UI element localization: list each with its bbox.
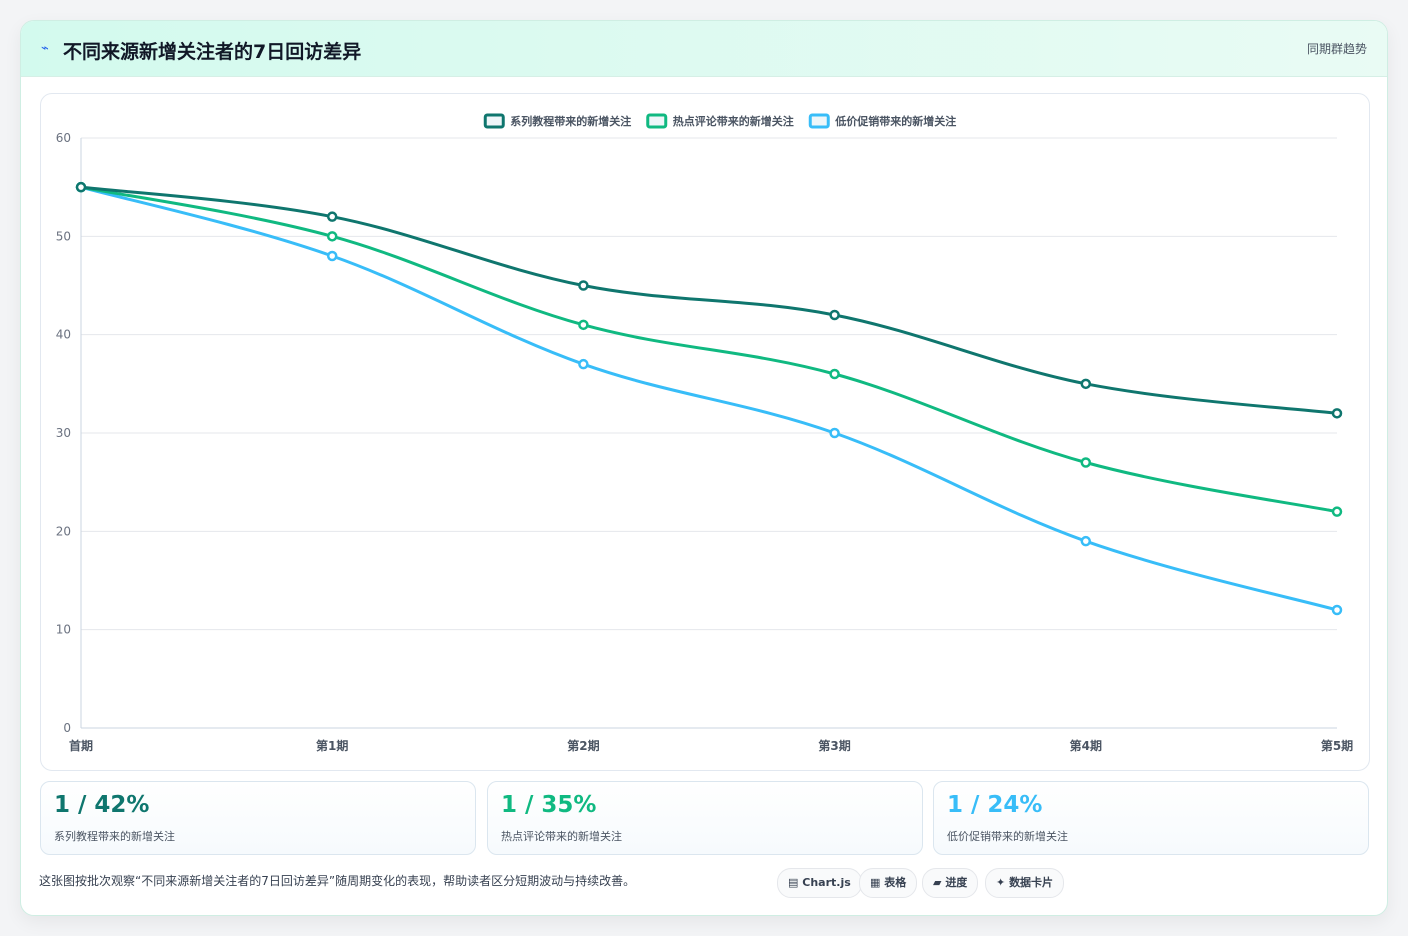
pill-chartjs[interactable]: ▤ Chart.js <box>777 868 862 898</box>
legend-label: 低价促销带来的新增关注 <box>834 114 956 128</box>
legend-swatch <box>483 113 505 129</box>
page-title: 不同来源新增关注者的7日回访差异 <box>63 41 362 63</box>
data-point <box>578 280 589 291</box>
stat-label: 低价促销带来的新增关注 <box>947 830 1068 843</box>
lightning-icon: ⌁ <box>41 41 49 56</box>
data-point <box>326 250 338 262</box>
x-tick-label: 第4期 <box>1070 738 1102 753</box>
legend-swatch <box>808 113 830 129</box>
data-point <box>578 358 589 370</box>
y-tick-label: 30 <box>56 426 71 440</box>
card-header: ⌁ 不同来源新增关注者的7日回访差异 同期群趋势 <box>21 21 1387 77</box>
x-tick-label: 第2期 <box>567 738 599 753</box>
pill-label: 表格 <box>884 876 907 889</box>
pill-label: Chart.js <box>802 876 851 889</box>
data-point <box>326 231 338 242</box>
data-point <box>1080 457 1092 468</box>
pill-progress[interactable]: ▰ 进度 <box>922 868 979 898</box>
y-tick-label: 40 <box>56 328 71 342</box>
chart-panel: 0 10 20 30 40 50 60 首期 第1期 第2期 第3期 第4期 第5期 系列教程带来的新增关… <box>40 93 1370 771</box>
stat-card: 1 / 24% 低价促销带来的新增关注 <box>933 781 1369 855</box>
legend-label: 系列教程带来的新增关注 <box>510 114 631 128</box>
data-point <box>1080 378 1092 390</box>
header-tag: 同期群趋势 <box>1306 42 1367 56</box>
y-tick-label: 50 <box>56 229 71 243</box>
data-point <box>1331 604 1343 616</box>
stat-cards: 1 / 42% 系列教程带来的新增关注 1 / 35% 热点评论带来的新增关注 … <box>40 781 1370 855</box>
footer-note: 这张图按批次观察“不同来源新增关注者的7日回访差异”随周期变化的表现，帮助读者区… <box>39 874 636 888</box>
y-tick-label: 60 <box>56 131 71 145</box>
data-point <box>829 309 840 321</box>
stat-value: 1 / 35% <box>501 792 597 818</box>
series-line <box>80 185 1338 514</box>
data-point <box>829 368 840 380</box>
series-line <box>80 185 1338 415</box>
data-point <box>326 211 338 222</box>
table-icon: ▦ <box>870 876 881 889</box>
pill-label: 进度 <box>945 876 968 889</box>
pill-table[interactable]: ▦ 表格 <box>859 868 918 898</box>
stat-label: 热点评论带来的新增关注 <box>501 830 622 843</box>
x-tick-label: 首期 <box>69 738 93 753</box>
stat-value: 1 / 24% <box>947 792 1043 818</box>
pill-label: 数据卡片 <box>1009 876 1054 889</box>
data-point <box>1331 506 1343 517</box>
data-point <box>1331 408 1343 419</box>
chart-icon: ▤ <box>788 876 799 889</box>
y-tick-label: 0 <box>63 721 71 735</box>
x-tick-label: 第5期 <box>1321 738 1353 753</box>
sparkle-icon: ✦ <box>996 876 1006 889</box>
stat-value: 1 / 42% <box>54 792 150 818</box>
stat-card: 1 / 42% 系列教程带来的新增关注 <box>40 781 476 855</box>
pill-data-cards[interactable]: ✦ 数据卡片 <box>985 868 1065 898</box>
data-point <box>578 319 589 331</box>
series-line <box>80 185 1338 612</box>
legend-swatch <box>646 113 668 129</box>
line-chart: 0 10 20 30 40 50 60 首期 第1期 第2期 第3期 第4期 第5期 系列教程带来的新增关… <box>56 113 1353 753</box>
x-tick-label: 第3期 <box>818 738 850 753</box>
chart-card: ⌁ 不同来源新增关注者的7日回访差异 同期群趋势 0 10 20 30 40 50 60 首期… <box>20 20 1388 916</box>
stat-label: 系列教程带来的新增关注 <box>54 830 175 843</box>
data-point <box>75 181 87 193</box>
chart-legend: 系列教程带来的新增关注 热点评论带来的新增关注 低价促销带来的新增关注 <box>483 113 956 129</box>
data-point <box>829 427 840 439</box>
x-tick-label: 第1期 <box>316 738 348 753</box>
legend-label: 热点评论带来的新增关注 <box>673 114 794 128</box>
progress-icon: ▰ <box>933 876 942 889</box>
data-point <box>1080 535 1092 547</box>
y-tick-label: 10 <box>56 623 71 637</box>
stat-card: 1 / 35% 热点评论带来的新增关注 <box>487 781 923 855</box>
y-tick-label: 20 <box>56 524 71 538</box>
